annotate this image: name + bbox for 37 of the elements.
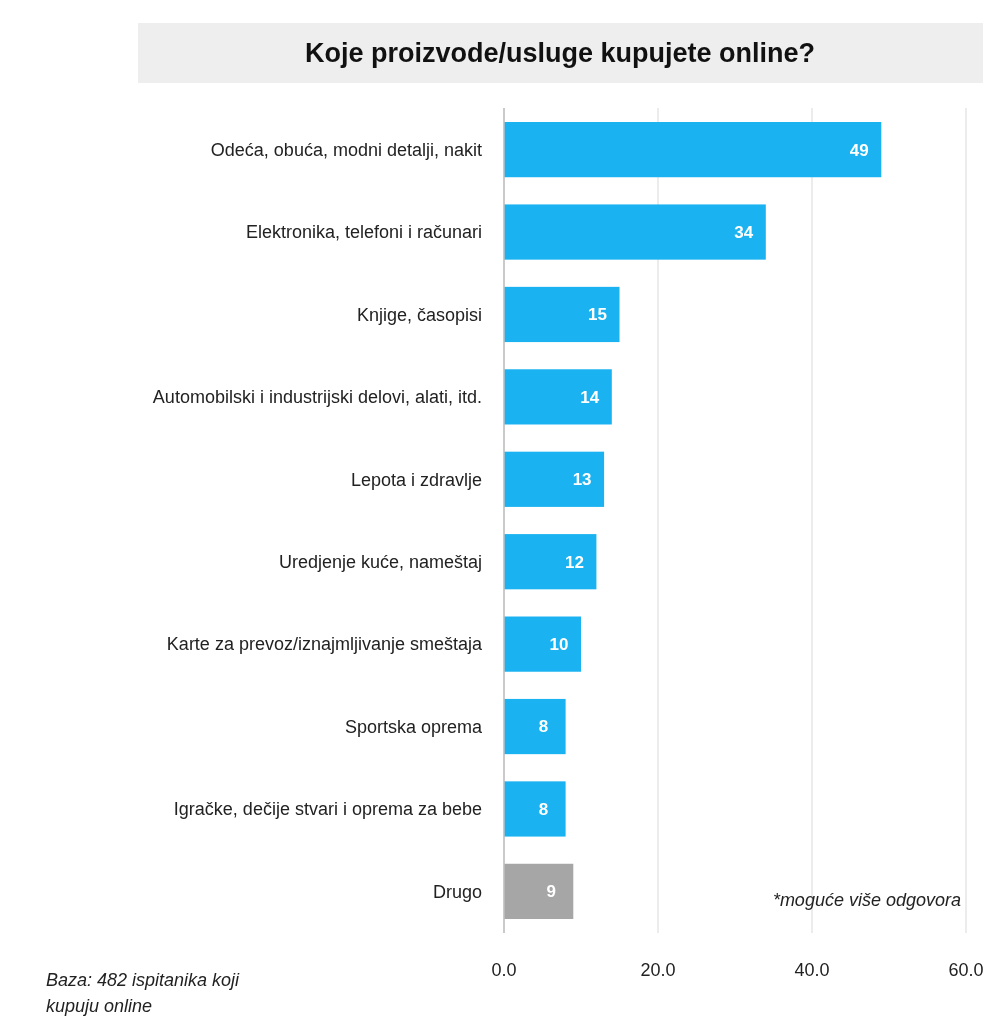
y-tick-label: Elektronika, telefoni i računari	[245, 222, 482, 243]
text: Baza: 482 ispitanika koji kupuju online	[46, 970, 241, 1016]
bar	[504, 863, 574, 919]
data-label: 49	[849, 140, 869, 160]
data-label: 8	[538, 717, 549, 737]
y-tick-label: Odeća, obuća, modni detalji, nakit	[210, 139, 482, 160]
data-label: 9	[546, 882, 557, 902]
y-tick-label: Karte za prevoz/iznajmljivanje smeštaja	[166, 634, 483, 655]
y-tick-label: Lepota i zdravlje	[350, 469, 482, 490]
bar	[504, 286, 620, 343]
bar	[504, 781, 566, 837]
y-tick-label: Uredjenje kuće, nameštaj	[278, 552, 482, 573]
y-tick-label: Drugo	[432, 881, 482, 902]
bar	[504, 122, 882, 178]
y-tick-label: Knjige, časopisi	[356, 304, 482, 325]
data-label: 10	[549, 635, 569, 655]
bar	[504, 534, 597, 590]
data-label: 15	[588, 305, 607, 325]
y-tick-label: Automobilski i industrijski delovi, alati, itd.	[152, 387, 482, 408]
annotation: *moguće više odgovora	[772, 890, 961, 910]
y-tick-label: Sportska oprema	[344, 716, 483, 737]
bar	[504, 451, 605, 507]
bar	[504, 204, 766, 260]
bar	[504, 616, 581, 672]
x-tick-label: 40.0	[794, 960, 830, 980]
bar	[504, 698, 566, 755]
chart-title: Koje proizvode/usluge kupujete online?	[304, 38, 816, 69]
data-label: 14	[580, 387, 600, 407]
y-tick-label: Igračke, dečije stvari i oprema za bebe	[173, 799, 482, 820]
data-label: 34	[734, 222, 754, 242]
bar	[504, 369, 612, 425]
x-tick-label: 20.0	[640, 960, 676, 980]
x-tick-label: 60.0	[948, 960, 984, 980]
data-label: 13	[572, 470, 592, 490]
x-tick-label: 0.0	[491, 960, 517, 980]
data-label: 8	[538, 799, 549, 819]
data-label: 12	[564, 552, 584, 572]
